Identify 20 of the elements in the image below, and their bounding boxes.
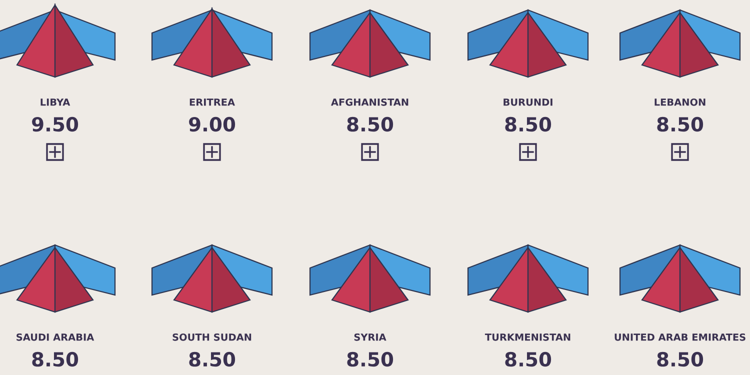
category-label: BURUNDI bbox=[504, 98, 552, 106]
category-label: TURKMENISTAN bbox=[484, 333, 570, 341]
data-label: 8.50 bbox=[505, 116, 552, 132]
data-label: 8.50 bbox=[505, 352, 552, 367]
data-label: 8.50 bbox=[32, 352, 78, 367]
data-label: 8.50 bbox=[347, 352, 394, 367]
data-label: 9.50 bbox=[32, 116, 78, 132]
category-label: UNITED ARAB EMIRATES bbox=[614, 333, 746, 341]
category-label: ERITREA bbox=[190, 98, 235, 106]
category-label: LEBANON bbox=[654, 98, 706, 106]
category-label: SAUDI ARABIA bbox=[16, 333, 94, 341]
category-label: LIBYA bbox=[40, 98, 70, 106]
category-label: AFGHANISTAN bbox=[330, 98, 408, 106]
data-label: 8.50 bbox=[347, 116, 394, 132]
category-label: SYRIA bbox=[354, 333, 386, 341]
data-label: 9.00 bbox=[189, 116, 236, 132]
data-label: 8.50 bbox=[657, 352, 704, 367]
category-label: SOUTH SUDAN bbox=[172, 333, 252, 341]
data-label: 8.50 bbox=[189, 352, 236, 367]
data-label: 8.50 bbox=[657, 116, 704, 132]
